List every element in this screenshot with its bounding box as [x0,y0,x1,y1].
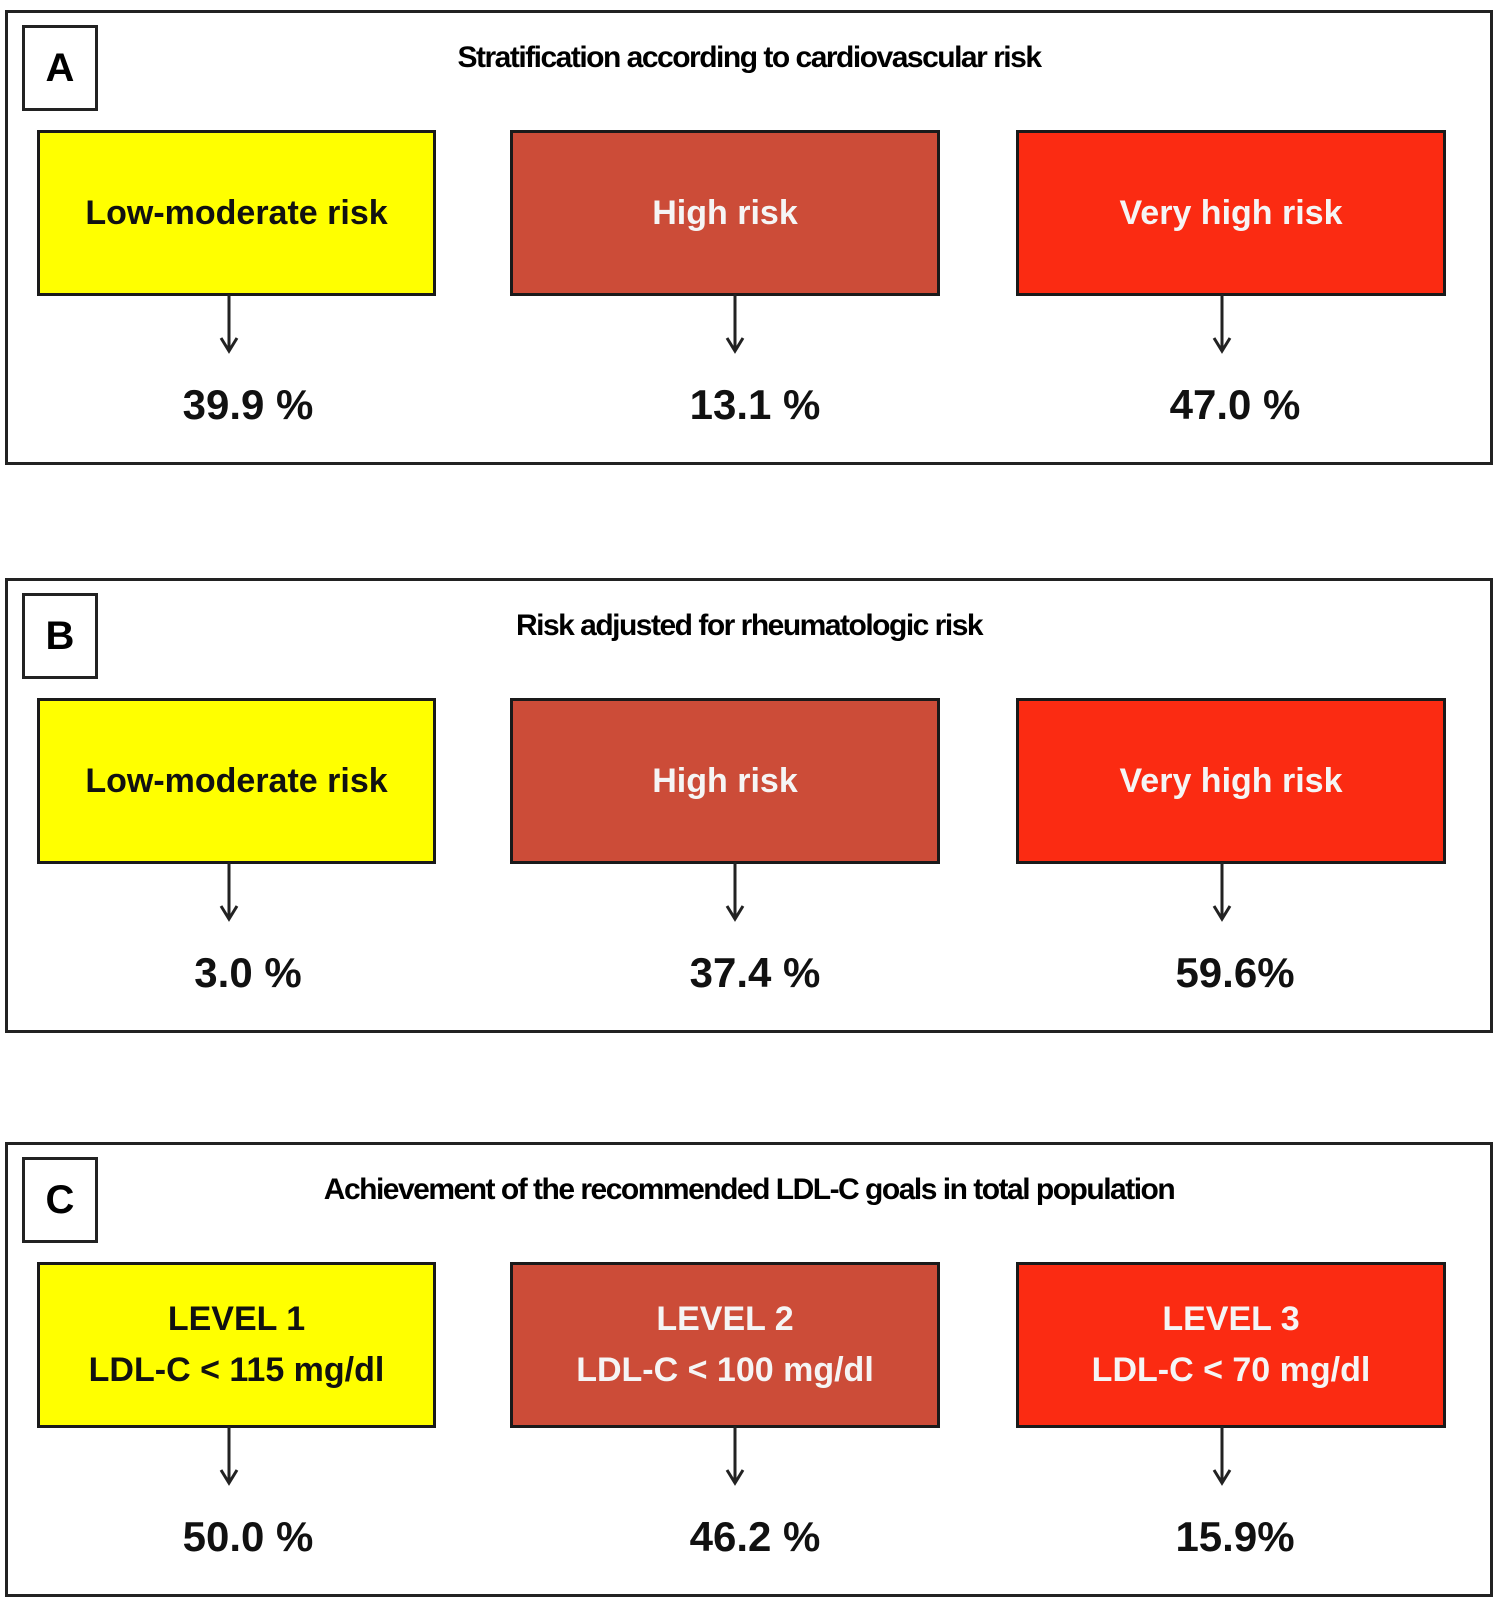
percentage-value: 13.1 % [689,381,821,428]
category-box: LEVEL 3 LDL-C < 70 mg/dl [1016,1262,1446,1428]
category-box: High risk [510,698,940,864]
arrow-down-icon [219,294,239,354]
category-box: Low-moderate risk [37,130,436,296]
panel-letter: A [22,25,98,111]
percentage-value: 39.9 % [182,381,314,428]
arrow-down-icon [1212,294,1232,354]
box-label: Very high risk [1119,761,1343,800]
panel-title: Stratification according to cardiovascul… [457,41,1042,74]
panel-letter: B [22,593,98,679]
arrow-down-icon [219,1426,239,1486]
box-label: High risk [652,193,798,232]
percentage-value: 50.0 % [182,1513,314,1560]
percentage-value: 59.6% [1175,949,1295,996]
box-label: Very high risk [1119,193,1343,232]
arrow-down-icon [1212,862,1232,922]
arrow-down-icon [219,862,239,922]
box-sublabel: LDL-C < 100 mg/dl [576,1351,874,1389]
box-sublabel: LDL-C < 115 mg/dl [88,1351,385,1389]
box-label: Low-moderate risk [85,193,388,232]
percentage-value: 46.2 % [689,1513,821,1560]
arrow-down-icon [1212,1426,1232,1486]
category-box: LEVEL 1 LDL-C < 115 mg/dl [37,1262,436,1428]
panel-title: Risk adjusted for rheumatologic risk [515,609,984,642]
box-label: LEVEL 2 [656,1300,794,1338]
percentage-value: 3.0 % [194,949,302,996]
category-box: Very high risk [1016,130,1446,296]
arrow-down-icon [725,1426,745,1486]
arrow-down-icon [725,294,745,354]
category-box: Very high risk [1016,698,1446,864]
percentage-value: 47.0 % [1169,381,1301,428]
box-label: High risk [652,761,798,800]
percentage-value: 15.9% [1175,1513,1295,1560]
panel-letter: C [22,1157,98,1243]
panel-c: C Achievement of the recommended LDL-C g… [5,1142,1493,1597]
arrow-down-icon [725,862,745,922]
box-label: LEVEL 3 [1162,1300,1300,1338]
panel-a: A Stratification according to cardiovasc… [5,10,1493,465]
category-box: High risk [510,130,940,296]
panel-title: Achievement of the recommended LDL-C goa… [323,1173,1176,1206]
box-sublabel: LDL-C < 70 mg/dl [1091,1351,1371,1389]
box-label: Low-moderate risk [85,761,388,800]
category-box: LEVEL 2 LDL-C < 100 mg/dl [510,1262,940,1428]
box-label: LEVEL 1 [167,1300,306,1338]
panel-b: B Risk adjusted for rheumatologic risk L… [5,578,1493,1033]
category-box: Low-moderate risk [37,698,436,864]
percentage-value: 37.4 % [689,949,821,996]
